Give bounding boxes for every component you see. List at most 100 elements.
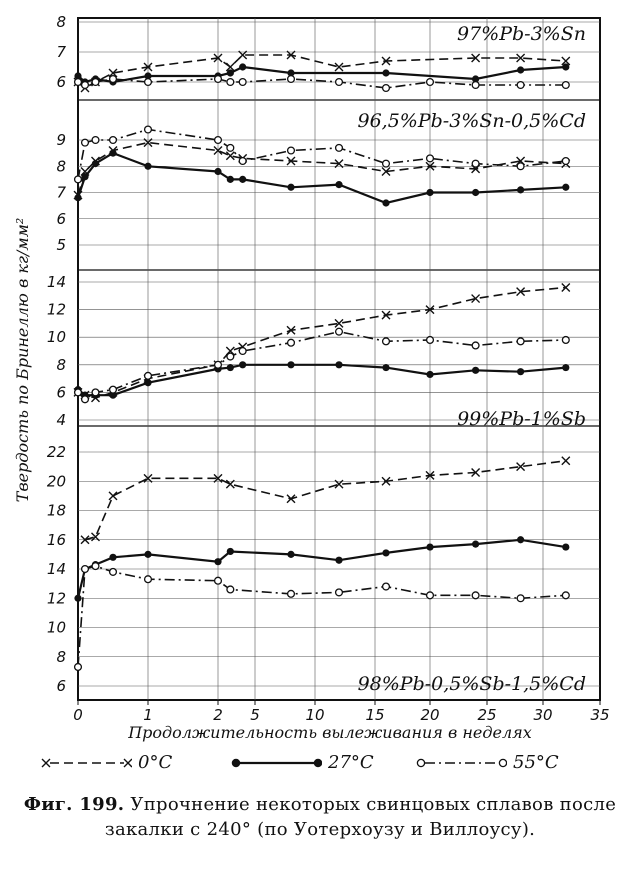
data-point-filled	[91, 160, 100, 168]
x-tick-label: 20	[420, 706, 439, 724]
data-point-x	[561, 56, 571, 66]
series-line-27°C	[76, 151, 566, 205]
data-point-filled	[382, 69, 390, 77]
figure-caption-text: Упрочнение некоторых свинцовых сплавов п…	[104, 794, 617, 840]
data-point-x	[225, 479, 235, 489]
legend-symbol-1	[41, 758, 132, 767]
y-tick-label: 5	[56, 236, 66, 254]
series-line-55°C	[77, 565, 566, 668]
y-tick-label: 6	[56, 677, 66, 695]
data-point-filled	[517, 536, 525, 544]
data-point-x	[238, 50, 248, 60]
panel-title: 99%Pb-1%Sb	[457, 408, 586, 430]
y-tick-label: 7	[56, 43, 66, 61]
data-point-open	[334, 588, 344, 597]
data-point-filled	[472, 540, 480, 548]
x-tick-label: 1	[143, 706, 153, 724]
series-line-27°C	[77, 363, 566, 397]
data-point-x	[213, 146, 223, 155]
data-point-filled	[426, 188, 434, 197]
figure-caption: Фиг. 199. Упрочнение некоторых свинцовых…	[20, 792, 620, 842]
panel-4: 22 20 18 16 14 12 10 8 6 98%Pb-0,5%Sb-1,5%Cd	[47, 443, 600, 695]
data-point-filled	[382, 549, 390, 557]
data-point-open	[80, 80, 90, 90]
data-point-x	[516, 53, 526, 63]
y-tick-label: 8	[56, 648, 66, 666]
data-point-filled	[144, 72, 152, 80]
data-point-x	[516, 462, 526, 472]
data-point-x	[108, 491, 118, 501]
data-point-x	[381, 310, 391, 320]
legend-item-2: 27°C	[230, 752, 374, 773]
data-point-open	[381, 159, 391, 168]
data-point-filled	[109, 391, 117, 399]
data-point-open	[226, 143, 235, 152]
data-point-open	[73, 77, 83, 87]
data-point-x	[471, 294, 481, 304]
x-axis: 0 1 2 5 10 15 20 25 30 35	[73, 700, 610, 724]
y-tick-label: 12	[47, 301, 66, 319]
data-point-filled	[226, 69, 234, 77]
data-point-x	[381, 167, 391, 176]
data-point-open	[143, 77, 153, 87]
x-tick-label: 0	[73, 706, 83, 724]
legend-label-1: 0°C	[138, 752, 173, 773]
data-point-x	[334, 479, 344, 489]
data-point-open	[213, 360, 223, 369]
data-point-filled	[517, 186, 525, 194]
panel-2: 9 8 7 6 5 96,5%Pb-3%Sn-0,5%Cd	[56, 110, 600, 254]
data-point-open	[425, 335, 435, 345]
data-point-x	[516, 287, 526, 297]
data-point-x	[334, 62, 344, 72]
data-point-open	[91, 388, 100, 397]
data-point-open	[80, 395, 90, 404]
data-point-filled	[426, 543, 434, 551]
data-point-open	[213, 74, 223, 84]
y-tick-label: 6	[56, 73, 66, 91]
data-point-filled	[287, 69, 295, 77]
data-point-open	[334, 327, 344, 336]
data-point-open	[381, 337, 391, 346]
data-point-filled	[74, 72, 82, 80]
data-point-x	[143, 473, 153, 483]
data-point-x	[334, 159, 344, 169]
y-tick-label: 10	[47, 328, 66, 346]
panel-title: 98%Pb-0,5%Sb-1,5%Cd	[358, 673, 586, 695]
data-point-open	[238, 156, 247, 166]
data-point-open	[471, 341, 480, 350]
data-point-filled	[144, 162, 152, 170]
data-point-filled	[144, 550, 152, 558]
data-point-open	[73, 175, 83, 184]
data-point-open	[334, 143, 344, 152]
data-point-open	[80, 564, 90, 574]
data-point-filled	[74, 194, 82, 202]
data-point-x	[471, 467, 481, 477]
plot-frame	[77, 17, 601, 701]
data-point-filled	[214, 558, 222, 566]
y-tick-label: 14	[47, 273, 66, 291]
data-point-filled	[562, 363, 570, 372]
data-point-x	[108, 68, 118, 78]
data-point-open	[91, 135, 100, 145]
data-point-filled	[226, 547, 234, 556]
data-point-open	[516, 80, 525, 90]
data-point-filled	[81, 173, 89, 181]
data-point-open	[108, 135, 118, 145]
data-point-x	[561, 283, 571, 293]
data-point-x	[80, 535, 90, 545]
y-tick-label: 4	[56, 411, 66, 429]
data-point-open	[286, 74, 296, 84]
data-point-filled	[287, 361, 295, 369]
data-point-open	[425, 591, 435, 600]
series-line-55°C	[77, 330, 566, 401]
x-tick-label: 35	[590, 706, 609, 724]
figure-caption-label: Фиг. 199.	[23, 794, 125, 815]
data-point-x	[425, 305, 435, 315]
data-point-open	[238, 77, 247, 87]
data-point-filled	[239, 63, 247, 71]
legend-item-1: 0°C	[40, 752, 172, 773]
panel-title: 96,5%Pb-3%Sn-0,5%Cd	[357, 110, 586, 132]
data-point-open	[286, 338, 296, 347]
data-point-open	[516, 337, 525, 346]
data-point-open	[73, 388, 83, 397]
